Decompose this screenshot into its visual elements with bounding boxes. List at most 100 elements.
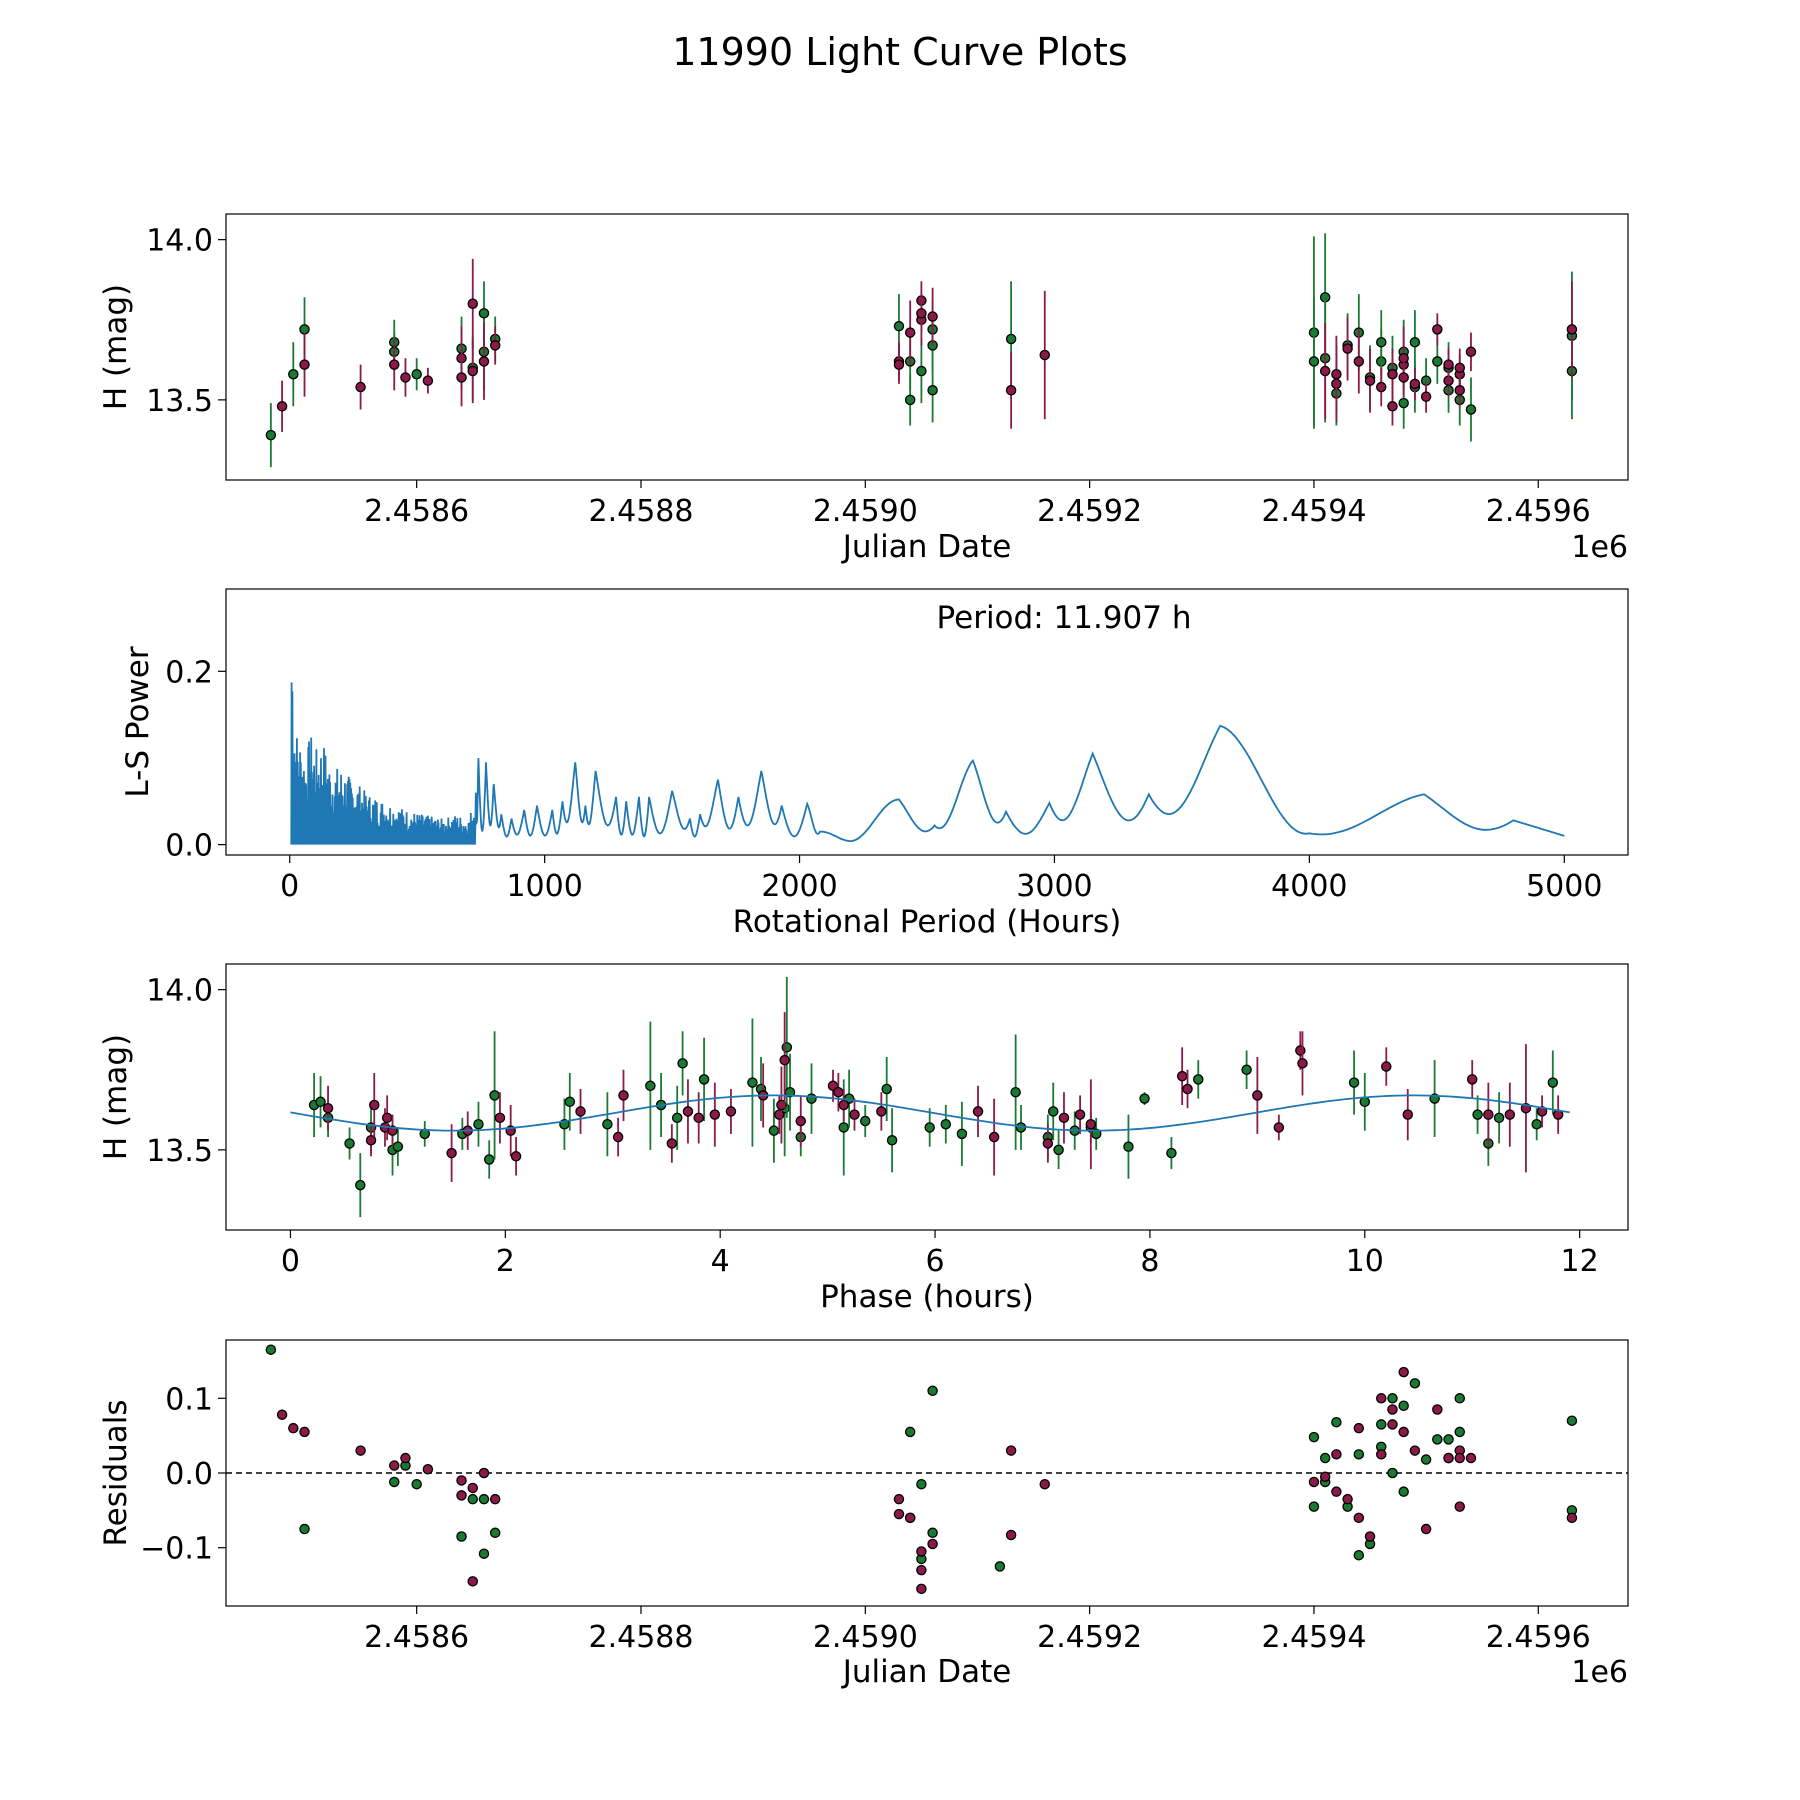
data-point-magenta	[1331, 1486, 1342, 1497]
data-point-magenta	[1039, 349, 1051, 361]
x-axis-label: Phase (hours)	[820, 1279, 1034, 1315]
data-point-green	[1193, 1074, 1204, 1085]
data-point-green	[1308, 1501, 1320, 1512]
data-point-magenta	[1387, 368, 1398, 380]
data-point-green	[1331, 1416, 1342, 1428]
x-tick-label: 2.4596	[1486, 1620, 1591, 1655]
data-point-magenta	[916, 1583, 927, 1595]
data-point-magenta	[904, 327, 916, 338]
y-axis-label: H (mag)	[98, 1034, 134, 1160]
data-point-green	[677, 1058, 688, 1069]
data-point-green	[927, 1385, 938, 1397]
data-point-magenta	[893, 1508, 905, 1520]
data-point-magenta	[1454, 385, 1466, 396]
data-point-magenta	[467, 1576, 479, 1587]
data-point-magenta	[1353, 1422, 1365, 1434]
x-tick-label: 2.4592	[1037, 1620, 1142, 1655]
data-point-magenta	[1331, 1449, 1342, 1460]
y-axis-label: Residuals	[98, 1399, 134, 1546]
data-point-green	[265, 429, 277, 441]
data-point-green	[904, 1426, 916, 1438]
y-tick-label: 13.5	[146, 1134, 213, 1169]
data-point-magenta	[388, 1460, 400, 1471]
data-point-magenta	[446, 1147, 457, 1159]
data-point-magenta	[849, 1109, 860, 1120]
data-point-green	[456, 1531, 467, 1542]
x-tick-label: 2.4594	[1261, 1620, 1366, 1655]
x-tick-label: 2.4592	[1037, 494, 1142, 529]
x-tick-label: 2.4586	[364, 1620, 469, 1655]
data-point-magenta	[916, 1564, 927, 1576]
data-point-magenta	[725, 1106, 737, 1117]
x-tick-label: 8	[1140, 1244, 1159, 1279]
data-point-magenta	[1005, 385, 1017, 396]
data-point-magenta	[612, 1131, 624, 1143]
data-point-green	[1409, 1378, 1421, 1389]
x-tick-label: 2.4588	[588, 494, 693, 529]
data-point-green	[645, 1080, 656, 1092]
data-point-magenta	[1409, 1445, 1421, 1456]
data-point-green	[886, 1135, 898, 1146]
data-point-magenta	[1331, 368, 1342, 380]
data-point-magenta	[365, 1135, 377, 1146]
data-point-green	[1432, 1434, 1443, 1445]
x-axis-label: Julian Date	[841, 1654, 1012, 1690]
data-point-magenta	[400, 1452, 411, 1464]
data-point-green	[564, 1096, 576, 1108]
x-tick-label: 0	[281, 1244, 300, 1279]
residuals-panel: 2.4586 2.4588 2.4590 2.4592 2.4594 2.4596 −0.1…	[98, 1339, 1629, 1690]
x-tick-label: 2.4590	[813, 1620, 918, 1655]
data-point-green	[467, 1493, 479, 1505]
x-offset-label: 1e6	[1571, 530, 1628, 565]
data-point-magenta	[355, 381, 366, 393]
data-point-magenta	[1454, 1452, 1466, 1464]
data-point-magenta	[489, 1493, 501, 1505]
data-point-green	[1493, 1112, 1505, 1124]
data-point-green	[355, 1179, 366, 1191]
data-point-magenta	[1295, 1045, 1306, 1056]
data-point-magenta	[1058, 1112, 1070, 1124]
data-point-green	[924, 1122, 935, 1133]
data-point-green	[1432, 356, 1443, 367]
data-point-magenta	[1273, 1122, 1285, 1133]
data-point-green	[1123, 1141, 1134, 1152]
data-point-green	[698, 1074, 710, 1085]
data-point-green	[1566, 1415, 1578, 1426]
data-point-magenta	[489, 340, 501, 351]
x-tick-label: 6	[926, 1244, 945, 1279]
data-point-magenta	[795, 1115, 807, 1127]
data-point-magenta	[1398, 1426, 1409, 1438]
data-point-green	[602, 1118, 613, 1130]
data-point-magenta	[1566, 324, 1578, 335]
data-point-magenta	[1319, 365, 1331, 377]
data-point-magenta	[1454, 362, 1466, 374]
data-point-green	[781, 1042, 793, 1053]
data-point-magenta	[666, 1138, 678, 1149]
data-point-magenta	[682, 1106, 694, 1117]
data-point-magenta	[1381, 1061, 1392, 1072]
data-point-green	[411, 368, 422, 380]
data-point-green	[1531, 1118, 1542, 1130]
x-tick-label: 4	[711, 1244, 730, 1279]
data-point-magenta	[478, 1467, 490, 1479]
data-point-green	[916, 1478, 927, 1490]
data-point-magenta	[456, 1490, 467, 1501]
data-point-magenta	[1375, 381, 1387, 393]
data-point-magenta	[276, 1409, 288, 1420]
data-point-magenta	[276, 401, 288, 412]
data-point-green	[1454, 1393, 1466, 1404]
data-point-magenta	[1074, 1109, 1086, 1120]
data-point-magenta	[1465, 1452, 1477, 1464]
data-point-magenta	[1409, 378, 1421, 390]
data-point-green	[994, 1561, 1006, 1572]
period-annotation: Period: 11.907 h	[937, 600, 1192, 636]
data-point-magenta	[916, 1546, 927, 1557]
x-tick-label: 2000	[761, 869, 837, 904]
data-point-green	[1472, 1109, 1483, 1120]
data-point-magenta	[422, 375, 434, 386]
y-axis-label: H (mag)	[98, 284, 134, 410]
data-point-magenta	[876, 1106, 887, 1117]
periodogram-panel: 0 1000 2000 3000 4000 5000 0.0 0.2 Period: 11.9…	[120, 588, 1629, 940]
data-point-green	[299, 1523, 310, 1535]
data-point-magenta	[1432, 324, 1443, 335]
